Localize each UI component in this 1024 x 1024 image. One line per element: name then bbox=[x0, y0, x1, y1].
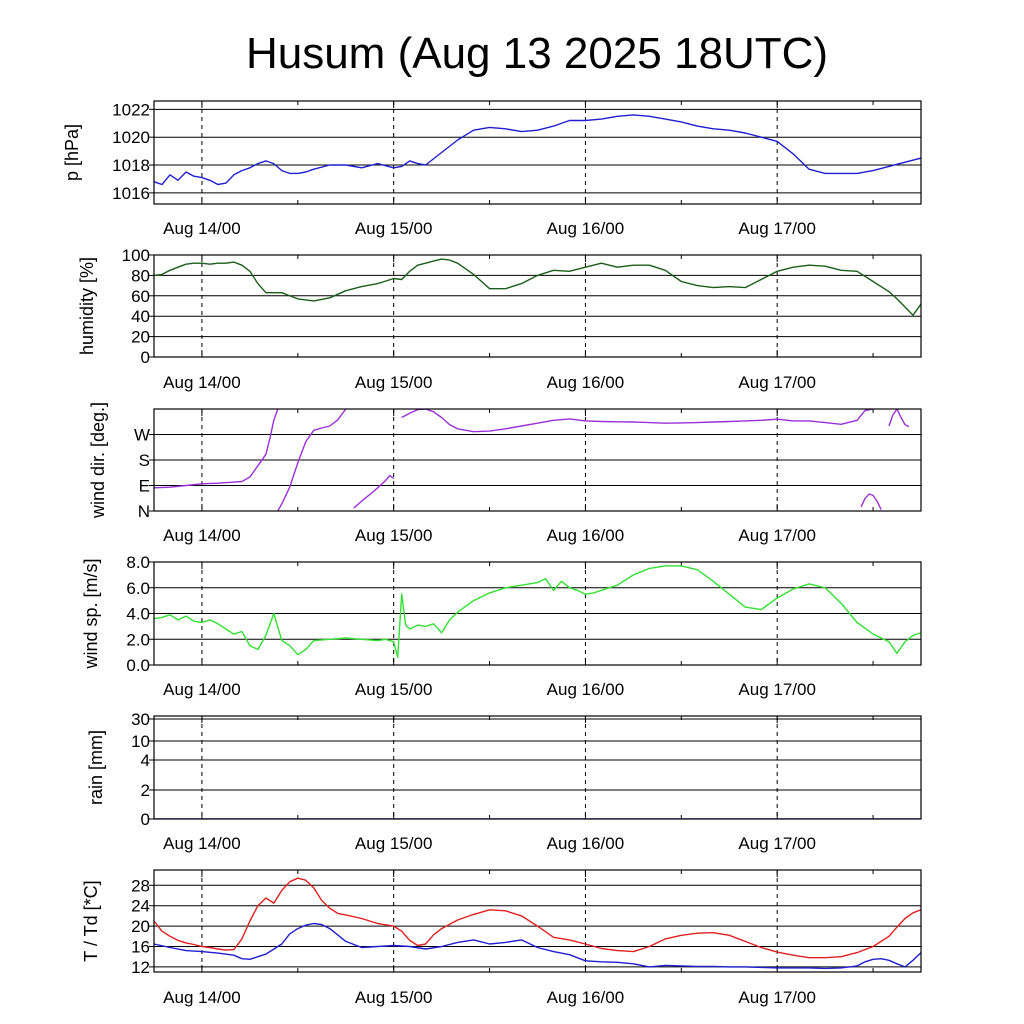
panel-frame bbox=[153, 100, 922, 205]
ytick-label-pressure: 1018 bbox=[112, 156, 150, 175]
xtick-label: Aug 14/00 bbox=[163, 373, 241, 392]
xtick-label: Aug 14/00 bbox=[163, 219, 241, 238]
ytick-label-wind_direction: W bbox=[134, 426, 150, 445]
series-line-wind_direction-0 bbox=[154, 409, 279, 489]
ytick-label-rain: 2 bbox=[141, 781, 150, 800]
xtick-label: Aug 14/00 bbox=[163, 834, 241, 853]
series-line-wind_direction-2 bbox=[353, 474, 395, 509]
xtick-label: Aug 17/00 bbox=[738, 988, 816, 1007]
ytick-label-pressure: 1020 bbox=[112, 128, 150, 147]
xtick-label: Aug 16/00 bbox=[547, 988, 625, 1007]
ytick-label-humidity: 100 bbox=[122, 246, 150, 265]
panel-frame bbox=[153, 715, 922, 820]
ytick-label-wind_direction: E bbox=[139, 477, 150, 496]
ytick-label-wind_direction: S bbox=[139, 451, 150, 470]
ytick-label-humidity: 60 bbox=[131, 287, 150, 306]
ytick-label-wind_speed: 4.0 bbox=[126, 605, 150, 624]
panel-frame bbox=[153, 254, 922, 358]
ytick-label-temperature: 28 bbox=[131, 876, 150, 895]
ytick-label-rain: 10 bbox=[131, 732, 150, 751]
series-line-humidity-0 bbox=[154, 258, 921, 316]
ytick-label-rain: 0 bbox=[141, 810, 150, 829]
ytick-label-temperature: 20 bbox=[131, 917, 150, 936]
ytick-label-pressure: 1022 bbox=[112, 100, 150, 119]
series-line-temperature-0 bbox=[154, 877, 921, 959]
xtick-label: Aug 17/00 bbox=[738, 526, 816, 545]
panel-pressure: 1016 1018 1020 1022 Aug 14/00 Aug 15/00 Aug 16… bbox=[62, 100, 922, 238]
xtick-label: Aug 16/00 bbox=[547, 373, 625, 392]
ylabel-rain: rain [mm] bbox=[86, 730, 106, 805]
xtick-label: Aug 16/00 bbox=[547, 219, 625, 238]
panel-rain: 0 2 410 30 Aug 14/00 Aug 15/00 Aug 16/00 Aug 17… bbox=[86, 710, 922, 853]
ytick-label-wind_speed: 2.0 bbox=[126, 630, 150, 649]
ylabel-wind_speed: wind sp. [m/s] bbox=[81, 558, 101, 669]
xtick-label: Aug 14/00 bbox=[163, 680, 241, 699]
ylabel-temperature: T / Td [*C] bbox=[81, 880, 101, 961]
ytick-label-temperature: 24 bbox=[131, 897, 150, 916]
series-line-pressure-0 bbox=[154, 114, 921, 186]
xtick-label: Aug 16/00 bbox=[547, 834, 625, 853]
panel-frame bbox=[153, 869, 922, 973]
xtick-label: Aug 17/00 bbox=[738, 680, 816, 699]
series-line-wind_speed-0 bbox=[154, 565, 921, 658]
xtick-label: Aug 15/00 bbox=[355, 526, 433, 545]
xtick-label: Aug 14/00 bbox=[163, 988, 241, 1007]
xtick-label: Aug 17/00 bbox=[738, 373, 816, 392]
ytick-label-wind_direction: N bbox=[138, 502, 150, 521]
xtick-label: Aug 17/00 bbox=[738, 219, 816, 238]
panel-wind_speed: 0.0 2.0 4.0 6.0 8.0 Aug 14/00 Aug 15/00 Aug 16/… bbox=[81, 553, 922, 699]
ylabel-pressure: p [hPa] bbox=[62, 124, 82, 181]
xtick-label: Aug 14/00 bbox=[163, 526, 241, 545]
chart-title: Husum (Aug 13 2025 18UTC) bbox=[246, 29, 828, 78]
xtick-label: Aug 15/00 bbox=[355, 680, 433, 699]
ytick-label-wind_speed: 0.0 bbox=[126, 656, 150, 675]
series-line-wind_direction-4 bbox=[888, 409, 910, 428]
panel-frame bbox=[153, 561, 922, 666]
ytick-label-humidity: 20 bbox=[131, 328, 150, 347]
ytick-label-pressure: 1016 bbox=[112, 184, 150, 203]
series-line-wind_direction-5 bbox=[860, 493, 882, 510]
xtick-label: Aug 15/00 bbox=[355, 373, 433, 392]
xtick-label: Aug 15/00 bbox=[355, 834, 433, 853]
ytick-label-humidity: 40 bbox=[131, 307, 150, 326]
xtick-label: Aug 16/00 bbox=[547, 680, 625, 699]
series-line-temperature-1 bbox=[154, 922, 921, 970]
panel-frame bbox=[153, 408, 922, 512]
ytick-label-temperature: 12 bbox=[131, 958, 150, 977]
ylabel-wind_direction: wind dir. [deg.] bbox=[88, 402, 108, 519]
xtick-label: Aug 17/00 bbox=[738, 834, 816, 853]
ytick-label-wind_speed: 8.0 bbox=[126, 553, 150, 572]
ytick-label-rain: 30 bbox=[131, 710, 150, 729]
ytick-label-temperature: 16 bbox=[131, 938, 150, 957]
ytick-label-wind_speed: 6.0 bbox=[126, 579, 150, 598]
ylabel-humidity: humidity [%] bbox=[77, 257, 97, 355]
ytick-label-humidity: 0 bbox=[141, 348, 150, 367]
ytick-label-rain: 4 bbox=[141, 751, 150, 770]
xtick-label: Aug 15/00 bbox=[355, 219, 433, 238]
series-line-wind_direction-1 bbox=[277, 409, 347, 511]
xtick-label: Aug 16/00 bbox=[547, 526, 625, 545]
series-line-wind_direction-3 bbox=[401, 409, 874, 433]
ytick-label-humidity: 80 bbox=[131, 266, 150, 285]
xtick-label: Aug 15/00 bbox=[355, 988, 433, 1007]
